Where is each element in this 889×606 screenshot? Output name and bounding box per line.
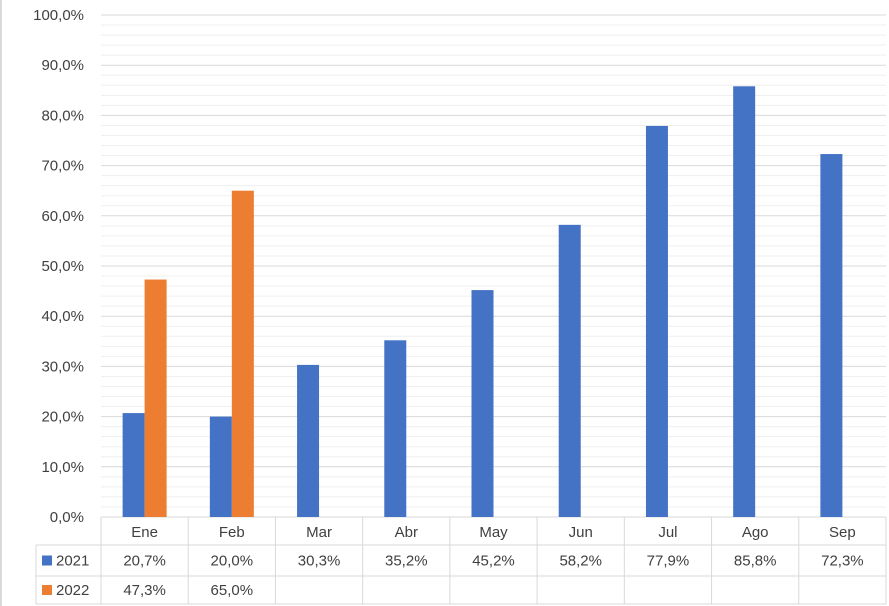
data-label-2021-ago: 85,8% bbox=[734, 553, 777, 570]
x-tick-label: Jun bbox=[569, 524, 593, 541]
legend-key-2021 bbox=[42, 555, 52, 566]
legend-label-2021: 2021 bbox=[56, 553, 89, 570]
data-label-2021-may: 45,2% bbox=[472, 553, 515, 570]
bar-2022-ene bbox=[144, 279, 167, 517]
bar-2021-jul bbox=[645, 125, 668, 517]
data-label-2022-ene: 47,3% bbox=[123, 582, 166, 599]
bar-2021-abr bbox=[384, 340, 407, 517]
y-tick-label: 20,0% bbox=[41, 409, 84, 426]
data-label-2021-mar: 30,3% bbox=[298, 553, 341, 570]
bar-2021-ene bbox=[122, 413, 145, 517]
data-label-2021-sep: 72,3% bbox=[821, 553, 864, 570]
y-tick-label: 80,0% bbox=[41, 107, 84, 124]
x-tick-label: May bbox=[479, 524, 508, 541]
bar-2021-sep bbox=[820, 154, 843, 517]
y-tick-label: 30,0% bbox=[41, 358, 84, 375]
x-tick-label: Ene bbox=[131, 524, 158, 541]
y-tick-label: 100,0% bbox=[33, 7, 84, 24]
bar-2021-jun bbox=[558, 224, 581, 517]
x-tick-label: Mar bbox=[306, 524, 332, 541]
data-label-2021-jun: 58,2% bbox=[559, 553, 602, 570]
bar-2021-feb bbox=[209, 416, 232, 517]
bar-2021-mar bbox=[297, 364, 320, 517]
bar-2021-may bbox=[471, 290, 494, 517]
x-tick-label: Jul bbox=[658, 524, 677, 541]
legend-label-2022: 2022 bbox=[56, 582, 89, 599]
x-tick-label: Feb bbox=[219, 524, 245, 541]
y-tick-label: 0,0% bbox=[50, 509, 84, 526]
bar-2021-ago bbox=[733, 86, 756, 517]
x-tick-label: Abr bbox=[395, 524, 418, 541]
y-tick-label: 50,0% bbox=[41, 258, 84, 275]
y-tick-label: 40,0% bbox=[41, 308, 84, 325]
left-border bbox=[0, 0, 2, 606]
data-label-2021-ene: 20,7% bbox=[123, 553, 166, 570]
y-tick-label: 90,0% bbox=[41, 57, 84, 74]
x-tick-label: Sep bbox=[829, 524, 856, 541]
data-label-2021-feb: 20,0% bbox=[211, 553, 254, 570]
x-tick-label: Ago bbox=[742, 524, 769, 541]
legend-key-2022 bbox=[42, 585, 52, 595]
data-label-2021-jul: 77,9% bbox=[647, 553, 690, 570]
y-tick-label: 70,0% bbox=[41, 158, 84, 175]
data-label-2022-feb: 65,0% bbox=[211, 582, 254, 599]
data-label-2021-abr: 35,2% bbox=[385, 553, 428, 570]
y-tick-label: 60,0% bbox=[41, 208, 84, 225]
y-tick-label: 10,0% bbox=[41, 459, 84, 476]
bar-2022-feb bbox=[231, 190, 254, 517]
